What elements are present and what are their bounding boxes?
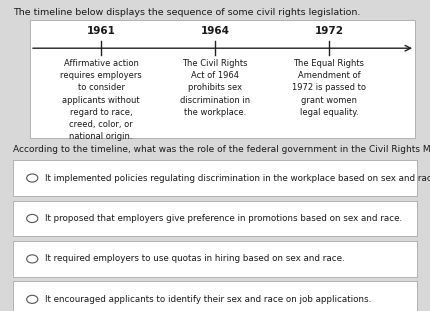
Text: 1961: 1961 — [86, 26, 116, 36]
FancyBboxPatch shape — [13, 160, 417, 196]
Text: The Civil Rights
Act of 1964
prohibits sex
discrimination in
the workplace.: The Civil Rights Act of 1964 prohibits s… — [180, 59, 250, 117]
FancyBboxPatch shape — [13, 241, 417, 277]
Text: 1964: 1964 — [200, 26, 230, 36]
Text: It encouraged applicants to identify their sex and race on job applications.: It encouraged applicants to identify the… — [45, 295, 372, 304]
Text: According to the timeline, what was the role of the federal government in the Ci: According to the timeline, what was the … — [13, 145, 430, 154]
Text: It required employers to use quotas in hiring based on sex and race.: It required employers to use quotas in h… — [45, 254, 345, 263]
Text: 1972: 1972 — [314, 26, 344, 36]
FancyBboxPatch shape — [13, 201, 417, 236]
FancyBboxPatch shape — [13, 281, 417, 311]
Text: It proposed that employers give preference in promotions based on sex and race.: It proposed that employers give preferen… — [45, 214, 402, 223]
Text: The Equal Rights
Amendment of
1972 is passed to
grant women
legal equality.: The Equal Rights Amendment of 1972 is pa… — [292, 59, 366, 117]
Text: It implemented policies regulating discrimination in the workplace based on sex : It implemented policies regulating discr… — [45, 174, 430, 183]
Text: Affirmative action
requires employers
to consider
applicants without
regard to r: Affirmative action requires employers to… — [60, 59, 142, 141]
FancyBboxPatch shape — [30, 20, 415, 138]
Text: The timeline below displays the sequence of some civil rights legislation.: The timeline below displays the sequence… — [13, 8, 360, 17]
